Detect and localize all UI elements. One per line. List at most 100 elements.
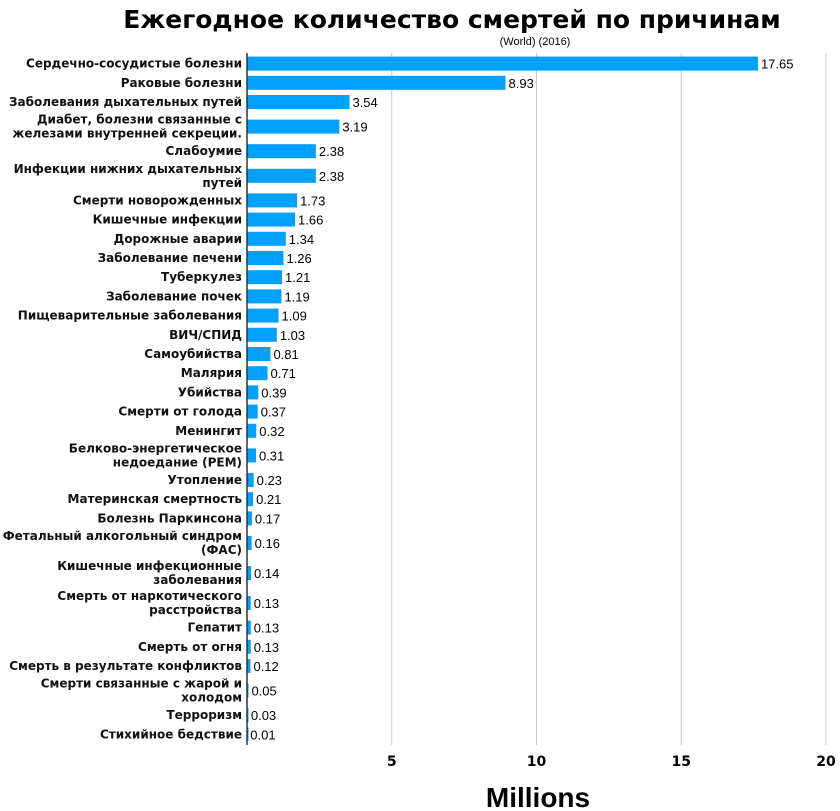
bar: [247, 347, 271, 361]
x-axis-label: Millions: [486, 782, 590, 811]
data-label: 0.81: [273, 347, 298, 362]
bar: [247, 473, 254, 487]
bar: [247, 659, 251, 673]
category-label: Заболевания дыхательных путей: [9, 95, 242, 109]
category-label: Утопление: [167, 473, 242, 487]
data-label: 0.32: [259, 424, 284, 439]
data-label: 0.13: [254, 621, 279, 636]
chart-title: Ежегодное количество смертей по причинам: [123, 5, 780, 34]
category-label: Самоубийства: [144, 347, 242, 361]
category-label: Смерть от огня: [138, 640, 242, 654]
category-label: Смерть от наркотического расстройства: [57, 589, 242, 617]
data-label: 0.21: [256, 492, 281, 507]
data-label: 0.71: [271, 366, 296, 381]
x-tick-label: 5: [387, 754, 397, 770]
bar: [247, 144, 316, 159]
data-label: 1.19: [284, 289, 309, 304]
category-label: Смерть в результате конфликтов: [9, 659, 242, 673]
category-label: Убийства: [178, 385, 242, 399]
bar: [247, 212, 296, 227]
category-label: Болезнь Паркинсона: [97, 511, 242, 525]
data-label: 0.13: [254, 596, 279, 611]
category-label: Терроризм: [166, 708, 242, 722]
bar: [247, 327, 277, 342]
category-label: Материнская смертность: [68, 492, 243, 506]
category-label: Смерти связанные с жарой и холодом: [41, 677, 242, 705]
data-label: 1.03: [280, 328, 305, 343]
data-label: 0.39: [261, 385, 286, 400]
category-label: Туберкулез: [161, 270, 242, 284]
category-label: Заболевание печени: [98, 251, 242, 265]
bar: [247, 289, 282, 304]
chart-subtitle: (World) (2016): [500, 36, 571, 48]
data-label: 0.03: [251, 708, 276, 723]
bar: [247, 536, 252, 550]
category-label: Смерти новорожденных: [73, 193, 242, 207]
data-label: 0.37: [261, 405, 286, 420]
category-label: Гепатит: [188, 621, 243, 635]
category-label: Кишечные инфекционные заболевания: [57, 559, 242, 587]
bar: [247, 75, 506, 90]
category-label: Белково-энергетическое недоедание (PEM): [69, 441, 242, 469]
category-label: Фетальный алкогольный синдром (ФАС): [3, 529, 242, 557]
bar: [247, 448, 256, 463]
bar: [247, 620, 251, 635]
data-label: 0.12: [253, 659, 278, 674]
data-label: 2.38: [319, 169, 344, 184]
data-label: 0.05: [251, 684, 276, 699]
data-label: 1.26: [286, 251, 311, 266]
category-label: Сердечно-сосудистые болезни: [26, 57, 242, 71]
data-label: 0.13: [254, 640, 279, 655]
data-label: 1.73: [300, 193, 325, 208]
bar: [247, 511, 252, 526]
data-label: 1.66: [298, 213, 323, 228]
category-label: ВИЧ/СПИД: [169, 328, 242, 342]
x-tick-label: 15: [672, 754, 691, 770]
bar: [247, 639, 251, 654]
category-label: Малярия: [181, 366, 242, 380]
data-label: 0.16: [255, 536, 280, 551]
data-label: 0.23: [257, 473, 282, 488]
data-label: 0.14: [254, 566, 279, 581]
bar: [247, 231, 286, 246]
data-label: 2.38: [319, 144, 344, 159]
x-tick-label: 20: [816, 754, 836, 770]
data-label: 0.17: [255, 511, 280, 526]
category-label: Слабоумие: [166, 144, 243, 158]
bar: [247, 308, 279, 323]
bar: [247, 168, 316, 183]
data-label: 1.09: [282, 309, 307, 324]
data-label: 3.19: [342, 120, 367, 135]
bar: [247, 251, 284, 265]
bar: [247, 56, 758, 71]
bar: [247, 423, 257, 438]
category-label: Диабет, болезни связанные с железами внут…: [12, 113, 242, 141]
bar: [247, 193, 298, 208]
data-label: 3.54: [352, 95, 377, 110]
bar: [247, 95, 350, 109]
category-label: Заболевание почек: [106, 289, 242, 303]
bar: [247, 270, 283, 285]
data-label: 17.65: [761, 57, 794, 72]
bar: [247, 119, 340, 134]
category-label: Кишечные инфекции: [93, 213, 242, 227]
data-label: 8.93: [509, 76, 534, 91]
data-label: 1.21: [285, 270, 310, 285]
bar: [247, 404, 258, 419]
category-label: Стихийное бедствие: [100, 727, 242, 741]
x-tick-label: 10: [527, 754, 547, 770]
data-label: 0.31: [259, 448, 284, 463]
bar: [247, 366, 268, 381]
category-label: Раковые болезни: [121, 76, 242, 90]
bar: [247, 492, 254, 507]
category-label: Дорожные аварии: [114, 232, 242, 246]
bar: [247, 385, 259, 400]
category-label: Менингит: [175, 424, 242, 438]
category-label: Инфекции нижних дыхательных путей: [14, 162, 243, 190]
bar: [247, 566, 252, 580]
category-label: Пищеварительные заболевания: [18, 309, 242, 323]
bar: [247, 596, 251, 610]
data-label: 1.34: [289, 232, 314, 247]
data-label: 0.01: [250, 727, 275, 742]
